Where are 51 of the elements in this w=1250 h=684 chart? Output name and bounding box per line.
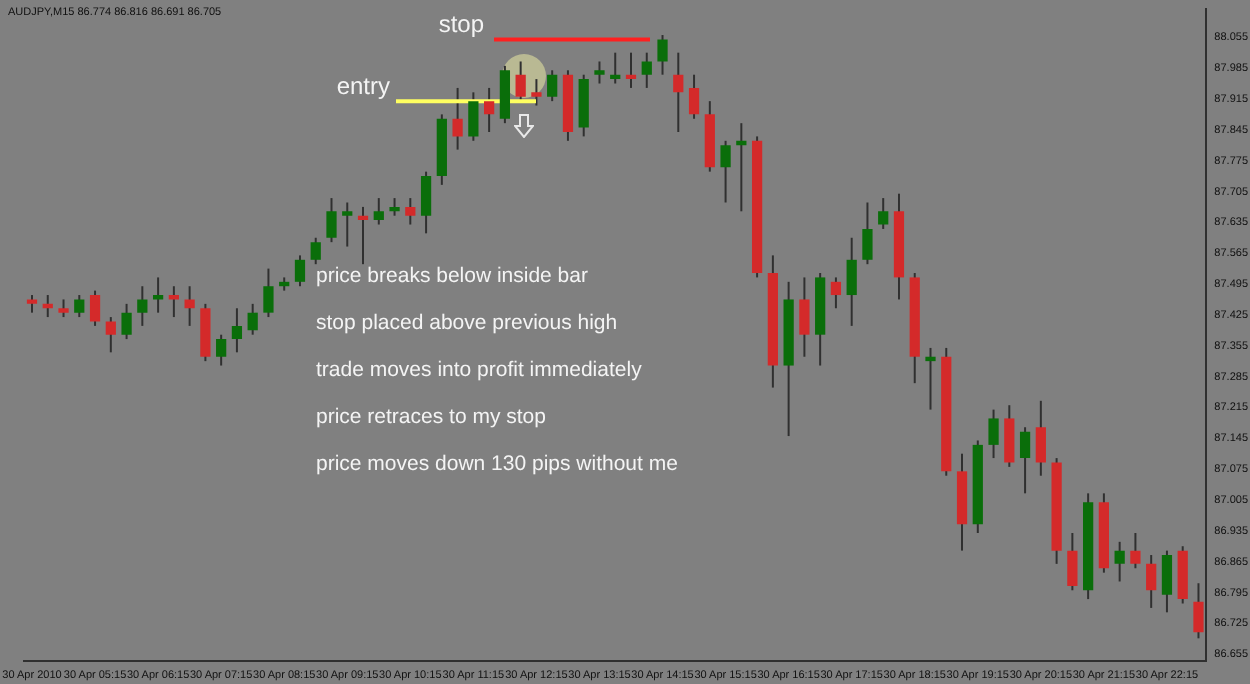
candlestick — [925, 346, 936, 411]
candlestick — [1067, 532, 1078, 592]
candlestick — [1114, 540, 1125, 583]
candlestick — [468, 91, 479, 142]
candlestick — [1146, 554, 1157, 609]
candlestick — [720, 139, 731, 204]
candlestick — [216, 333, 227, 367]
candlestick — [641, 51, 652, 89]
candlestick — [1019, 426, 1031, 495]
candlestick — [594, 60, 605, 85]
candlestick — [1161, 549, 1173, 614]
annotation: price breaks below inside bar — [316, 263, 589, 288]
candlestick — [326, 197, 337, 244]
candlestick — [531, 78, 542, 107]
annotation: price moves down 130 pips without me — [316, 451, 679, 476]
annotation: price retraces to my stop — [316, 404, 547, 429]
annotation: stop placed above previous high — [316, 310, 618, 335]
candlestick — [1130, 532, 1141, 570]
candlestick — [988, 408, 999, 460]
ref-line-label: stop — [438, 10, 485, 39]
candlestick — [846, 236, 857, 327]
candlestick — [231, 307, 243, 354]
candlestick — [862, 201, 873, 266]
candlestick — [137, 285, 148, 327]
candlestick — [310, 236, 321, 266]
candlestick — [688, 73, 700, 120]
candlestick — [878, 197, 889, 230]
candlestick — [1004, 404, 1015, 468]
annotation: trade moves into profit immediately — [316, 357, 644, 382]
candlestick — [484, 86, 495, 133]
candlestick — [420, 170, 432, 235]
candlestick — [105, 316, 116, 354]
candlestick — [1035, 399, 1046, 477]
candlestick — [184, 285, 195, 327]
candlestick — [342, 201, 353, 248]
candlestick — [405, 197, 416, 226]
candlestick — [294, 254, 306, 288]
candlestick — [452, 86, 463, 151]
candlestick — [373, 197, 384, 226]
candlestick — [247, 302, 258, 336]
candlestick — [657, 34, 668, 76]
candlestick — [515, 60, 526, 103]
candlestick — [673, 51, 684, 133]
candlestick — [121, 302, 132, 341]
ref-line-label: entry — [336, 71, 390, 100]
candlestick — [89, 289, 101, 327]
candlestick — [830, 276, 842, 310]
candlestick — [799, 276, 810, 358]
candlestick — [263, 267, 274, 319]
candlestick — [547, 69, 558, 103]
candlestick — [74, 294, 85, 319]
